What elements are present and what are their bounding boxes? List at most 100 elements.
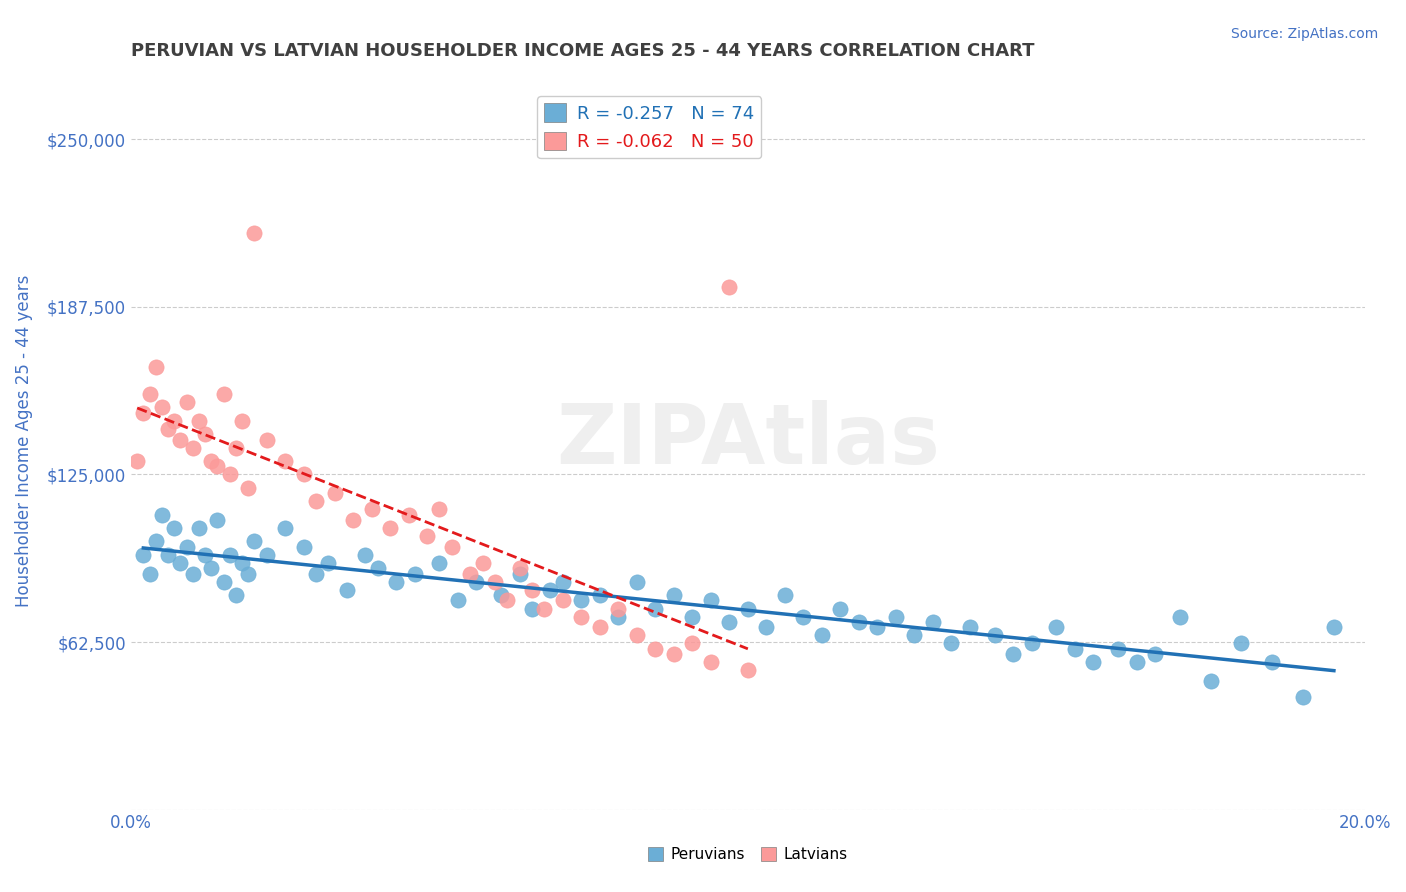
Point [132, 548, 155, 562]
Point [404, 566, 426, 581]
Point [1083, 655, 1105, 669]
Point [626, 574, 648, 589]
Point [1168, 609, 1191, 624]
Point [163, 414, 186, 428]
Point [662, 588, 685, 602]
Point [509, 561, 531, 575]
Point [132, 406, 155, 420]
Point [429, 502, 451, 516]
Point [471, 556, 494, 570]
Point [520, 601, 543, 615]
Point [181, 441, 204, 455]
Point [540, 582, 562, 597]
Point [922, 615, 945, 629]
Point [429, 556, 451, 570]
Point [398, 508, 420, 522]
Point [156, 422, 179, 436]
Legend: R = -0.257   N = 74, R = -0.062   N = 50: R = -0.257 N = 74, R = -0.062 N = 50 [537, 96, 761, 159]
Point [458, 566, 481, 581]
Point [465, 574, 488, 589]
Point [792, 609, 814, 624]
Point [176, 540, 198, 554]
Point [1323, 620, 1346, 634]
Point [145, 534, 167, 549]
Point [218, 467, 240, 482]
Point [903, 628, 925, 642]
Point [354, 548, 377, 562]
Point [305, 494, 328, 508]
Point [941, 636, 963, 650]
Point [440, 540, 463, 554]
Point [644, 641, 666, 656]
Point [755, 620, 778, 634]
Point [551, 593, 574, 607]
Point [336, 582, 359, 597]
Point [644, 601, 666, 615]
Point [1261, 655, 1284, 669]
Point [274, 454, 297, 468]
Point [200, 454, 222, 468]
Point [207, 459, 229, 474]
Point [292, 540, 315, 554]
Point [156, 548, 179, 562]
Point [274, 521, 297, 535]
Point [1199, 673, 1222, 688]
Point [238, 481, 260, 495]
Point [360, 502, 382, 516]
Point [1230, 636, 1253, 650]
Point [1045, 620, 1067, 634]
Point [551, 574, 574, 589]
Point [509, 566, 531, 581]
Point [416, 529, 439, 543]
Point [200, 561, 222, 575]
Point [830, 601, 852, 615]
Point [256, 548, 278, 562]
Point [212, 387, 235, 401]
Point [318, 556, 340, 570]
Point [231, 414, 253, 428]
Text: Source: ZipAtlas.com: Source: ZipAtlas.com [1230, 27, 1378, 41]
Point [231, 556, 253, 570]
Point [520, 582, 543, 597]
Point [169, 556, 191, 570]
Point [367, 561, 389, 575]
Point [225, 588, 247, 602]
Point [212, 574, 235, 589]
Text: ZIPAtlas: ZIPAtlas [555, 401, 939, 482]
Point [700, 655, 723, 669]
Point [243, 226, 266, 240]
Point [181, 566, 204, 581]
Point [662, 647, 685, 661]
Point [489, 588, 512, 602]
Point [447, 593, 470, 607]
Text: PERUVIAN VS LATVIAN HOUSEHOLDER INCOME AGES 25 - 44 YEARS CORRELATION CHART: PERUVIAN VS LATVIAN HOUSEHOLDER INCOME A… [131, 42, 1035, 60]
Point [681, 636, 703, 650]
Point [569, 609, 592, 624]
Point [626, 628, 648, 642]
Point [607, 601, 630, 615]
Point [1107, 641, 1129, 656]
Point [256, 433, 278, 447]
Point [737, 601, 759, 615]
Point [194, 548, 217, 562]
Point [187, 521, 209, 535]
Point [145, 360, 167, 375]
Point [305, 566, 328, 581]
Point [569, 593, 592, 607]
Point [1143, 647, 1166, 661]
Point [589, 620, 612, 634]
Point [127, 454, 149, 468]
Point [169, 433, 191, 447]
Point [737, 663, 759, 677]
Point [238, 566, 260, 581]
Point [218, 548, 240, 562]
Point [700, 593, 723, 607]
Point [1063, 641, 1085, 656]
Point [811, 628, 834, 642]
Point [496, 593, 519, 607]
Point [1002, 647, 1025, 661]
Point [1021, 636, 1043, 650]
Point [533, 601, 555, 615]
Point [342, 513, 364, 527]
Point [138, 566, 160, 581]
